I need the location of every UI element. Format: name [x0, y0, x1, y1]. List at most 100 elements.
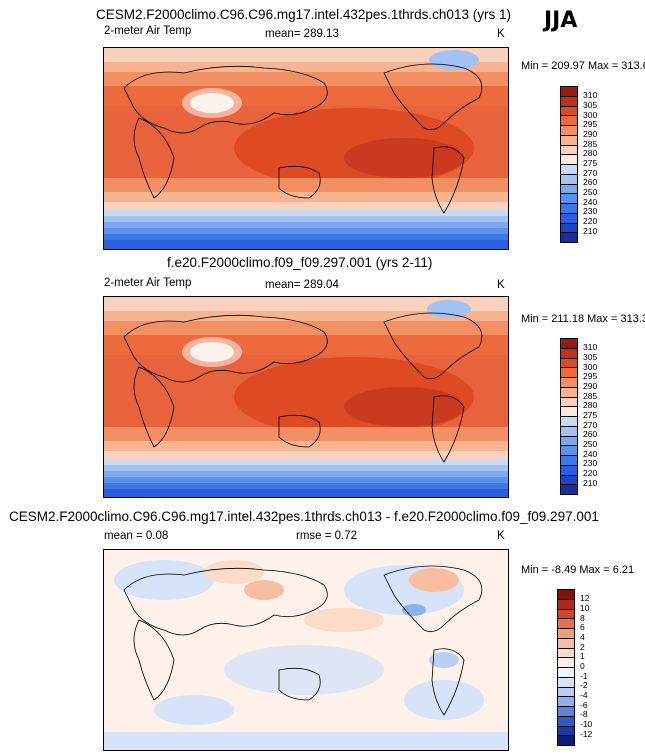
colorbar-box — [561, 406, 577, 416]
panel-1-title: CESM2.F2000climo.C96.C96.mg17.intel.432p… — [96, 7, 511, 22]
panel-2-map — [103, 296, 509, 498]
colorbar-tick-label: 295 — [583, 371, 598, 382]
panel-1-units-label: K — [497, 28, 505, 40]
colorbar-box — [558, 696, 574, 706]
colorbar-box — [558, 598, 574, 609]
colorbar-box — [558, 686, 574, 697]
colorbar-tick-label: 10 — [580, 602, 590, 613]
colorbar-tick-label: 250 — [583, 439, 598, 450]
colorbar-tick-label: 230 — [583, 458, 598, 469]
colorbar-box — [558, 676, 574, 687]
colorbar-tick-label: 4 — [580, 631, 585, 642]
colorbar-box — [561, 144, 577, 155]
colorbar-tick-label: 285 — [583, 138, 598, 149]
colorbar-tick-label: 250 — [583, 187, 598, 198]
colorbar-box — [561, 222, 577, 233]
panel-3-map — [103, 549, 509, 751]
colorbar-box — [558, 657, 574, 667]
colorbar-tick-label: 240 — [583, 448, 598, 459]
panel-2-minmax: Min = 211.18 Max = 313.38 — [521, 313, 645, 325]
colorbar-tick-label: 280 — [583, 400, 598, 411]
colorbar-box — [558, 647, 574, 658]
panel-2-colorbar — [560, 338, 578, 495]
colorbar-box — [561, 435, 577, 446]
colorbar-tick-label: 2 — [580, 641, 585, 652]
colorbar-box — [561, 367, 577, 377]
colorbar-tick-label: 300 — [583, 361, 598, 372]
colorbar-tick-label: 210 — [583, 477, 598, 488]
colorbar-tick-label: 290 — [583, 128, 598, 139]
colorbar-box — [561, 87, 577, 96]
colorbar-box — [561, 203, 577, 213]
colorbar-box — [561, 357, 577, 368]
colorbar-tick-label: 270 — [583, 167, 598, 178]
colorbar-tick-label: -6 — [580, 699, 588, 710]
colorbar-box — [558, 725, 574, 736]
colorbar-box — [561, 134, 577, 145]
panel-3-minmax: Min = -8.49 Max = 6.21 — [521, 564, 635, 576]
colorbar-tick-label: 260 — [583, 429, 598, 440]
panel-2-mean-label: mean= 289.04 — [265, 279, 339, 291]
colorbar-box — [558, 608, 574, 619]
season-label: JJA — [544, 8, 578, 33]
colorbar-tick-label: -4 — [580, 690, 588, 701]
colorbar-box — [561, 125, 577, 135]
colorbar-box — [561, 396, 577, 407]
colorbar-tick-label: -2 — [580, 680, 588, 691]
colorbar-tick-label: 310 — [583, 90, 598, 101]
colorbar-tick-label: 210 — [583, 225, 598, 236]
panel-1-map — [103, 47, 509, 250]
colorbar-tick-label: 275 — [583, 410, 598, 420]
colorbar-tick-label: 12 — [580, 593, 590, 604]
colorbar-tick-label: 290 — [583, 380, 598, 391]
colorbar-box — [561, 464, 577, 475]
colorbar-tick-label: 305 — [583, 99, 598, 110]
panel-3-colorbar — [557, 589, 575, 746]
colorbar-box — [558, 706, 574, 716]
panel-1-colorbar — [560, 86, 578, 243]
colorbar-box — [561, 386, 577, 397]
colorbar-tick-label: 6 — [580, 622, 585, 633]
colorbar-tick-label: 8 — [580, 612, 585, 623]
colorbar-box — [561, 154, 577, 164]
colorbar-tick-label: 310 — [583, 342, 598, 353]
colorbar-tick-label: 300 — [583, 109, 598, 120]
panel-1-colorbar-labels: 210 220 230 240 250 260 270 275 280 285 290 295 300 3… — [583, 86, 623, 241]
colorbar-tick-label: 280 — [583, 148, 598, 159]
colorbar-tick-label: 295 — [583, 119, 598, 130]
colorbar-box — [561, 105, 577, 116]
colorbar-tick-label: 305 — [583, 351, 598, 362]
colorbar-tick-label: 260 — [583, 177, 598, 188]
colorbar-box — [561, 484, 577, 494]
panel-3-rmse-label: rmse = 0.72 — [296, 530, 358, 542]
panel-2-variable-label: 2-meter Air Temp — [104, 277, 192, 289]
panel-2-title: f.e20.F2000climo.f09_f09.297.001 (yrs 2-… — [167, 255, 433, 270]
colorbar-box — [561, 183, 577, 194]
colorbar-box — [561, 173, 577, 184]
colorbar-tick-label: 275 — [583, 158, 598, 168]
colorbar-box — [561, 95, 577, 106]
panel-1-variable-label: 2-meter Air Temp — [104, 25, 192, 37]
panel-2-colorbar-labels: 210 220 230 240 250 260 270 275 280 285 290 295 300 3… — [583, 338, 623, 493]
colorbar-tick-label: 240 — [583, 196, 598, 207]
colorbar-box — [561, 232, 577, 242]
panel-3-title: CESM2.F2000climo.C96.C96.mg17.intel.432p… — [9, 509, 599, 524]
colorbar-box — [558, 628, 574, 638]
panel-2-units-label: K — [497, 279, 505, 291]
colorbar-tick-label: 270 — [583, 419, 598, 430]
colorbar-tick-label: -8 — [580, 709, 588, 720]
colorbar-box — [558, 735, 574, 745]
colorbar-box — [561, 474, 577, 485]
colorbar-box — [558, 715, 574, 726]
colorbar-box — [561, 164, 577, 174]
colorbar-box — [561, 377, 577, 387]
panel-3-mean-label: mean = 0.08 — [104, 530, 169, 542]
panel-1-minmax: Min = 209.97 Max = 313.61 — [521, 60, 645, 72]
colorbar-box — [558, 637, 574, 648]
panel-3-units-label: K — [497, 530, 505, 542]
colorbar-tick-label: -1 — [580, 670, 588, 681]
panel-3-colorbar-labels: -12 -10 -8 -6 -4 -2 -1 0 1 2 4 6 8 10 12 — [580, 589, 620, 744]
colorbar-box — [561, 416, 577, 426]
colorbar-tick-label: -10 — [580, 719, 593, 730]
colorbar-tick-label: 285 — [583, 390, 598, 401]
